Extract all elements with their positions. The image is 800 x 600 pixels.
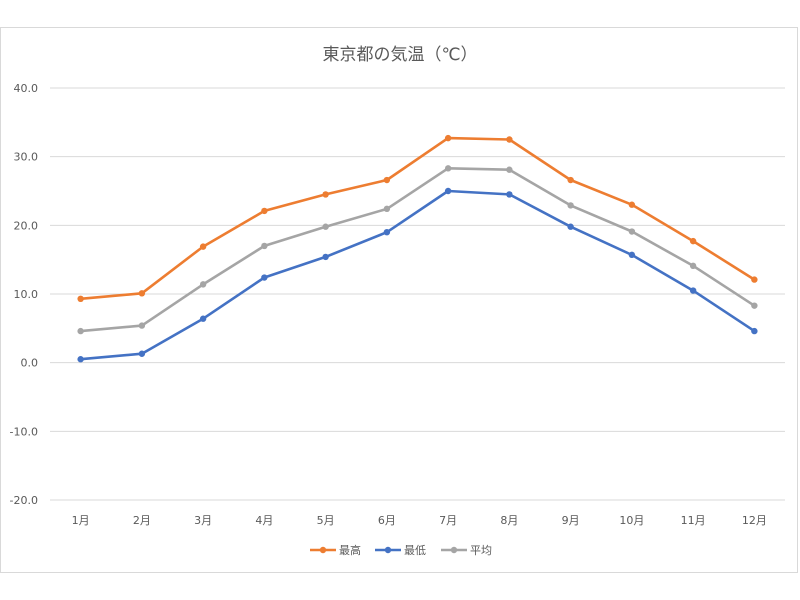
x-tick-label: 11月 bbox=[681, 514, 706, 527]
y-tick-label: 0.0 bbox=[21, 357, 39, 370]
legend-label: 最高 bbox=[339, 543, 361, 557]
legend-item: 平均 bbox=[441, 544, 492, 557]
x-tick-label: 8月 bbox=[500, 514, 518, 527]
y-tick-label: 10.0 bbox=[14, 288, 39, 301]
y-axis-labels: -20.0 -10.0 0.0 10.0 20.0 30.0 40.0 bbox=[10, 82, 38, 507]
data-point bbox=[77, 356, 84, 363]
legend-swatch-marker bbox=[384, 546, 392, 554]
data-point bbox=[77, 327, 84, 335]
x-tick-label: 6月 bbox=[378, 514, 396, 527]
series-line bbox=[79, 167, 756, 333]
series-group bbox=[77, 165, 758, 335]
x-tick-label: 3月 bbox=[194, 514, 212, 527]
x-tick-label: 9月 bbox=[562, 514, 580, 527]
data-point bbox=[689, 262, 697, 270]
legend: 最高 最低 平均 bbox=[310, 543, 492, 557]
data-point bbox=[628, 251, 636, 259]
y-tick-label: 30.0 bbox=[14, 151, 39, 164]
data-point bbox=[138, 322, 146, 329]
data-point bbox=[567, 223, 574, 230]
legend-swatch-marker bbox=[450, 546, 458, 554]
grid-lines bbox=[50, 87, 785, 501]
x-axis-labels: 1月 2月 3月 4月 5月 6月 7月 8月 9月 10月 11月 12月 bbox=[72, 514, 767, 527]
data-point bbox=[506, 136, 513, 143]
data-point bbox=[383, 205, 391, 213]
legend-label: 平均 bbox=[470, 544, 492, 557]
data-point bbox=[689, 287, 697, 294]
data-point bbox=[322, 223, 329, 230]
data-point bbox=[444, 187, 452, 195]
legend-item: 最低 bbox=[375, 544, 426, 557]
data-point bbox=[444, 134, 452, 142]
x-tick-label: 4月 bbox=[255, 514, 273, 527]
series-line bbox=[79, 136, 756, 301]
chart-frame bbox=[0, 27, 798, 573]
y-tick-label: 20.0 bbox=[14, 219, 39, 232]
data-point bbox=[751, 327, 758, 335]
data-point bbox=[138, 350, 146, 357]
data-point bbox=[567, 176, 574, 184]
data-point bbox=[138, 290, 146, 297]
data-point bbox=[628, 228, 636, 235]
data-point bbox=[261, 207, 268, 215]
legend-label: 最低 bbox=[404, 544, 426, 557]
data-point bbox=[628, 201, 636, 208]
data-point bbox=[199, 281, 207, 288]
chart-title: 東京都の気温（℃） bbox=[322, 45, 477, 65]
data-point bbox=[689, 237, 697, 245]
legend-item: 最高 bbox=[310, 543, 361, 557]
data-point bbox=[506, 166, 513, 173]
x-tick-label: 2月 bbox=[133, 514, 151, 527]
series-group bbox=[77, 187, 758, 363]
data-point bbox=[751, 302, 758, 309]
series-line bbox=[79, 189, 756, 361]
data-point bbox=[751, 276, 758, 283]
x-tick-label: 5月 bbox=[317, 514, 335, 527]
data-point bbox=[506, 191, 513, 198]
series-group bbox=[77, 134, 758, 303]
data-point bbox=[77, 295, 84, 303]
data-point bbox=[261, 274, 268, 281]
x-tick-label: 7月 bbox=[439, 514, 457, 527]
data-point bbox=[261, 242, 268, 250]
data-point bbox=[322, 253, 329, 261]
data-point bbox=[199, 243, 207, 250]
data-point bbox=[383, 176, 391, 184]
legend-swatch-marker bbox=[319, 546, 327, 554]
data-point bbox=[567, 202, 574, 209]
x-tick-label: 10月 bbox=[619, 514, 644, 527]
x-tick-label: 12月 bbox=[742, 514, 767, 527]
data-point bbox=[383, 229, 391, 236]
data-point bbox=[322, 191, 329, 198]
y-tick-label: -20.0 bbox=[10, 494, 38, 507]
data-point bbox=[444, 165, 452, 172]
x-tick-label: 1月 bbox=[72, 514, 90, 527]
data-point bbox=[199, 315, 207, 322]
y-tick-label: -10.0 bbox=[10, 425, 38, 438]
y-tick-label: 40.0 bbox=[14, 82, 39, 95]
series-lines bbox=[77, 134, 758, 363]
